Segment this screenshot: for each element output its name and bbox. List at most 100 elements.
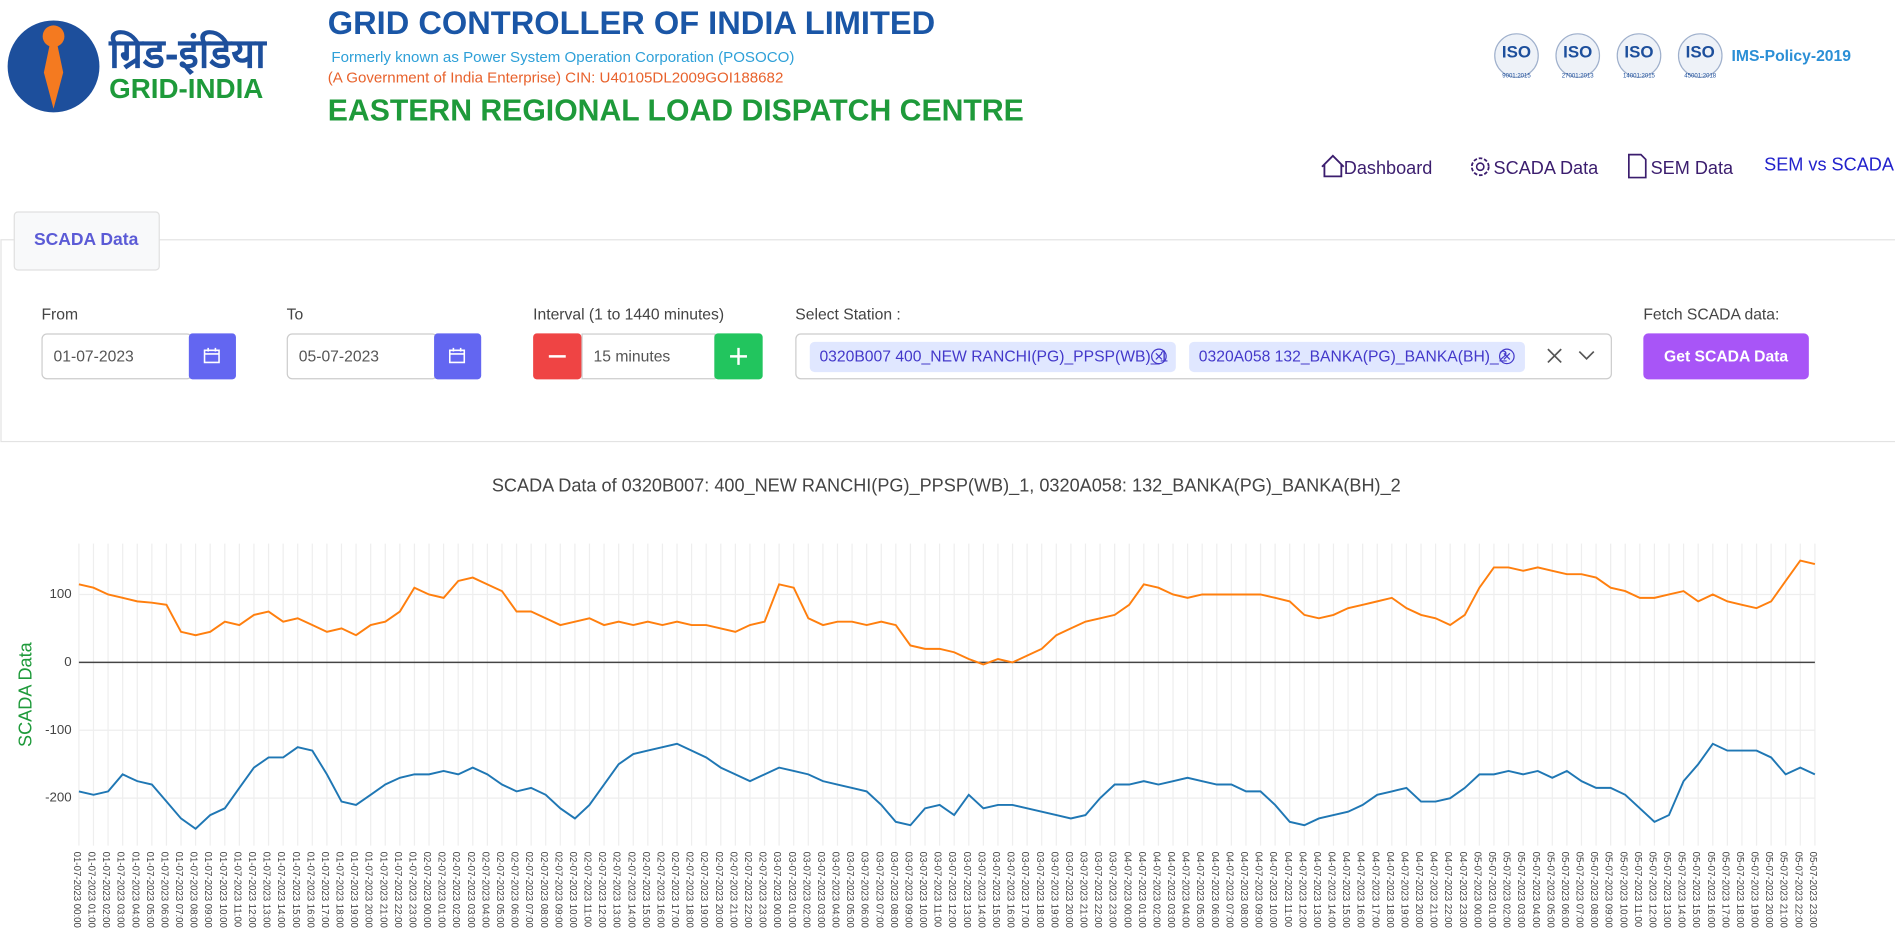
- calendar-icon: [203, 347, 220, 364]
- station-chip: [809, 341, 1176, 373]
- x-tick-label: 04-07-2023 22:00: [1442, 852, 1453, 928]
- nav-link[interactable]: SCADA Data: [1494, 158, 1600, 178]
- y-tick-label: -100: [45, 722, 72, 737]
- series-line: [78, 559, 1816, 666]
- x-tick-label: 04-07-2023 01:00: [1136, 852, 1147, 928]
- plus-icon: [730, 347, 747, 365]
- x-tick-label: 03-07-2023 16:00: [1005, 852, 1016, 928]
- x-tick-label: 01-07-2023 15:00: [290, 852, 301, 928]
- x-tick-label: 05-07-2023 00:00: [1471, 852, 1482, 928]
- x-tick-label: 02-07-2023 13:00: [611, 852, 622, 928]
- iso-standard: 27001:2013: [1562, 74, 1595, 80]
- x-tick-label: 05-07-2023 07:00: [1574, 852, 1585, 928]
- tab[interactable]: [13, 211, 160, 271]
- x-tick-label: 02-07-2023 14:00: [625, 852, 636, 928]
- x-tick-label: 02-07-2023 12:00: [596, 852, 607, 928]
- x-tick-label: 02-07-2023 01:00: [436, 852, 447, 928]
- x-tick-label: 04-07-2023 02:00: [1150, 852, 1161, 928]
- x-tick-label: 05-07-2023 04:00: [1530, 852, 1541, 928]
- x-tick-label: 04-07-2023 03:00: [1165, 852, 1176, 928]
- x-tick-label: 05-07-2023 20:00: [1763, 852, 1774, 928]
- x-tick-label: 01-07-2023 23:00: [406, 852, 417, 928]
- x-tick-label: 03-07-2023 10:00: [917, 852, 928, 928]
- x-tick-label: 02-07-2023 03:00: [465, 852, 476, 928]
- logo-hindi: ग्रिड-इंडिया: [108, 30, 267, 77]
- interval-input[interactable]: [581, 333, 716, 380]
- x-tick-label: 05-07-2023 23:00: [1807, 852, 1818, 928]
- calendar-button[interactable]: [188, 333, 236, 380]
- policy-link[interactable]: IMS-Policy-2019: [1732, 48, 1852, 65]
- fetch-button[interactable]: [1643, 333, 1809, 380]
- x-tick-label: 05-07-2023 06:00: [1559, 852, 1570, 928]
- x-tick-label: 01-07-2023 18:00: [334, 852, 345, 928]
- x-tick-label: 01-07-2023 22:00: [392, 852, 403, 928]
- iso-label: ISO: [1624, 43, 1653, 62]
- x-tick-label: 05-07-2023 11:00: [1632, 852, 1643, 928]
- x-tick-label: 03-07-2023 19:00: [1048, 852, 1059, 928]
- x-tick-label: 03-07-2023 13:00: [961, 852, 972, 928]
- x-tick-label: 05-07-2023 09:00: [1603, 852, 1614, 928]
- home-icon: [1321, 154, 1345, 178]
- x-tick-label: 01-07-2023 03:00: [115, 852, 126, 928]
- x-tick-label: 02-07-2023 09:00: [552, 852, 563, 928]
- org-title: GRID CONTROLLER OF INDIA LIMITED: [328, 4, 935, 41]
- iso-label: ISO: [1686, 43, 1715, 62]
- x-tick-label: 04-07-2023 09:00: [1253, 852, 1264, 928]
- date-value: 01-07-2023: [54, 349, 135, 366]
- x-tick-label: 05-07-2023 01:00: [1486, 852, 1497, 928]
- chip-remove[interactable]: [1498, 348, 1515, 365]
- y-tick-label: -200: [45, 790, 72, 805]
- org-subtitle: Formerly known as Power System Operation…: [331, 49, 794, 66]
- x-tick-label: 02-07-2023 19:00: [698, 852, 709, 928]
- org-cin: (A Government of India Enterprise) CIN: …: [328, 70, 784, 87]
- y-tick-label: 0: [64, 654, 71, 669]
- x-tick-label: 01-07-2023 02:00: [100, 852, 111, 928]
- x-tick-label: 01-07-2023 07:00: [173, 852, 184, 928]
- iso-badge: [1677, 33, 1723, 78]
- x-tick-label: 03-07-2023 12:00: [946, 852, 957, 928]
- x-tick-label: 04-07-2023 00:00: [1121, 852, 1132, 928]
- x-tick-label: 01-07-2023 13:00: [261, 852, 272, 928]
- y-axis-title: SCADA Data: [16, 641, 36, 747]
- x-tick-label: 05-07-2023 21:00: [1778, 852, 1789, 928]
- x-tick-label: 05-07-2023 14:00: [1676, 852, 1687, 928]
- iso-badge: [1616, 33, 1662, 78]
- x-tick-label: 05-07-2023 05:00: [1544, 852, 1555, 928]
- x-tick-label: 02-07-2023 18:00: [684, 852, 695, 928]
- calendar-button[interactable]: [434, 333, 482, 380]
- dropdown-icon[interactable]: [1578, 350, 1595, 360]
- x-tick-label: 04-07-2023 15:00: [1340, 852, 1351, 928]
- chip-remove[interactable]: [1151, 348, 1167, 365]
- x-tick-label: 04-07-2023 04:00: [1180, 852, 1191, 928]
- nav-link[interactable]: SEM Data: [1651, 158, 1734, 178]
- x-tick-label: 03-07-2023 06:00: [859, 852, 870, 928]
- iso-badge: [1555, 33, 1601, 78]
- x-tick-label: 03-07-2023 07:00: [873, 852, 884, 928]
- x-tick-label: 02-07-2023 15:00: [640, 852, 651, 928]
- x-tick-label: 01-07-2023 20:00: [363, 852, 374, 928]
- logo-english: GRID-INDIA: [109, 73, 263, 104]
- x-tick-label: 01-07-2023 12:00: [246, 852, 257, 928]
- x-tick-label: 04-07-2023 23:00: [1457, 852, 1468, 928]
- x-tick-label: 05-07-2023 17:00: [1719, 852, 1730, 928]
- logo: ग्रिड-इंडिया GRID-INDIA: [7, 20, 267, 113]
- x-tick-label: 04-07-2023 13:00: [1311, 852, 1322, 928]
- date-value: 05-07-2023: [299, 349, 380, 366]
- x-tick-label: 04-07-2023 20:00: [1413, 852, 1424, 928]
- x-tick-label: 02-07-2023 22:00: [742, 852, 753, 928]
- x-tick-label: 02-07-2023 10:00: [567, 852, 578, 928]
- iso-standard: 14001:2015: [1623, 74, 1656, 80]
- nav-link[interactable]: Dashboard: [1344, 158, 1433, 178]
- nav-link[interactable]: SEM vs SCADA: [1764, 154, 1895, 174]
- x-tick-label: 05-07-2023 03:00: [1515, 852, 1526, 928]
- x-tick-label: 03-07-2023 15:00: [990, 852, 1001, 928]
- x-tick-label: 01-07-2023 19:00: [348, 852, 359, 928]
- x-tick-label: 03-07-2023 17:00: [1019, 852, 1030, 928]
- x-tick-label: 02-07-2023 16:00: [654, 852, 665, 928]
- iso-standard: 45001:2018: [1684, 74, 1717, 80]
- x-tick-label: 05-07-2023 12:00: [1646, 852, 1657, 928]
- x-tick-label: 04-07-2023 10:00: [1267, 852, 1278, 928]
- x-tick-label: 02-07-2023 05:00: [494, 852, 505, 928]
- x-tick-label: 02-07-2023 23:00: [757, 852, 768, 928]
- clear-icon[interactable]: [1547, 348, 1562, 364]
